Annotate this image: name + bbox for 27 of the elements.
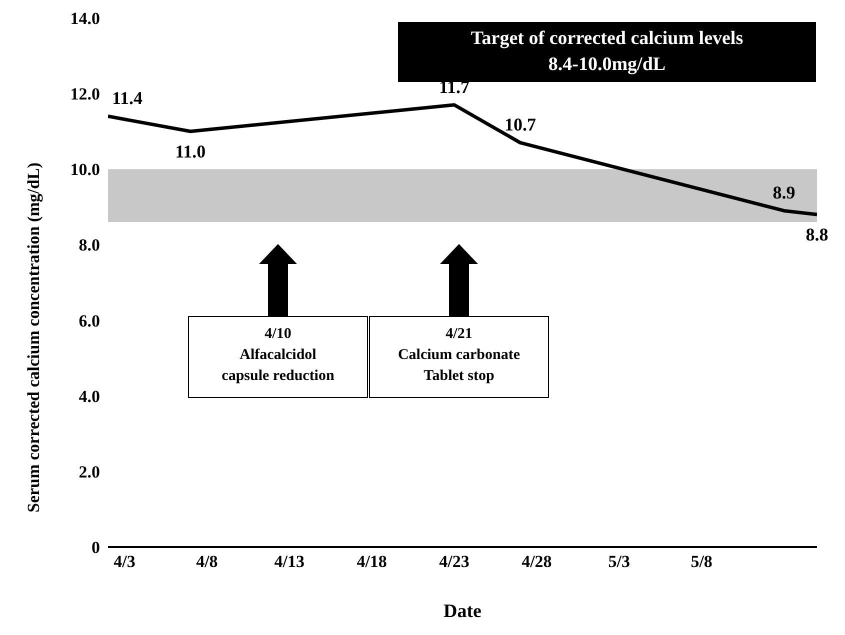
y-tick-label: 4.0 xyxy=(78,386,100,406)
y-axis-title: Serum corrected calcium concentration (mg/dL) xyxy=(24,162,44,512)
text: 10.7 xyxy=(504,114,536,135)
x-tick-label: 5/3 xyxy=(608,552,630,572)
text: 8.9 xyxy=(772,182,796,203)
y-tick-label: 0 xyxy=(92,538,100,558)
y-tick-label: 10.0 xyxy=(70,160,100,180)
x-tick-label: 4/18 xyxy=(356,552,387,572)
x-tick-label: 4/13 xyxy=(274,552,304,572)
x-tick-label: 4/28 xyxy=(522,552,552,572)
annotation: 4/10 Alfacalcidol capsule reduction xyxy=(220,325,336,386)
x-tick-label: 4/23 xyxy=(439,552,470,572)
y-tick-label: 8.0 xyxy=(78,236,100,255)
y-tick-label: 12.0 xyxy=(70,84,100,104)
x-tick-label: 4/3 xyxy=(114,552,136,572)
text: 8.8 xyxy=(806,224,828,244)
annotation: 4/21 Calcium carbonate Tablet stop xyxy=(396,325,522,386)
x-axis-title: Date xyxy=(444,601,482,622)
text: 11.4 xyxy=(112,88,143,108)
caption-box: Target of corrected calcium levels 8.4-10.0mg/dL xyxy=(398,22,816,82)
x-tick-label: 5/8 xyxy=(690,552,712,572)
y-tick-label: 14.0 xyxy=(70,9,100,28)
text: 11.0 xyxy=(175,141,206,162)
x-tick-label: 4/8 xyxy=(196,552,218,572)
y-tick-label: 6.0 xyxy=(78,311,100,330)
line-series xyxy=(108,103,817,216)
y-tick-label: 2.0 xyxy=(78,462,100,482)
